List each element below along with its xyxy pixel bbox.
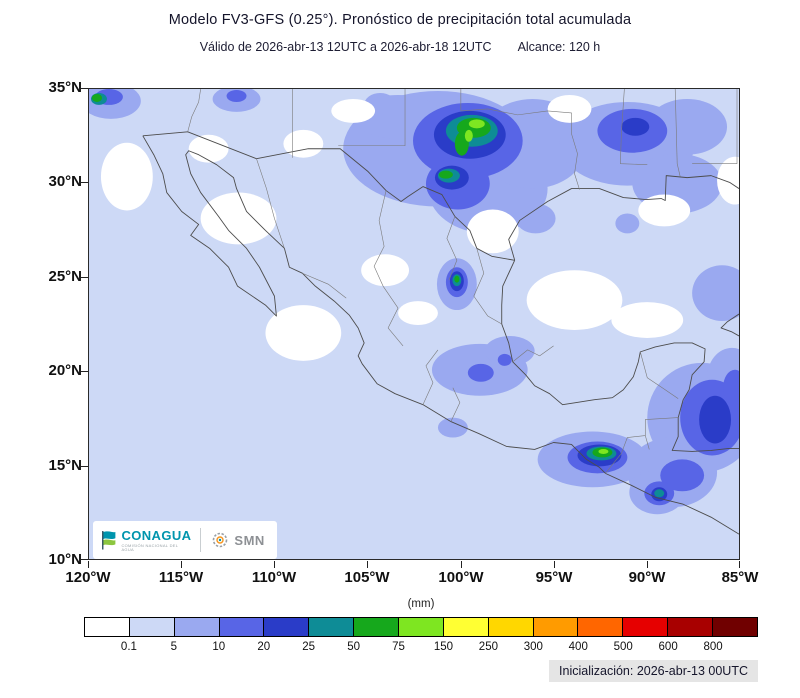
colorbar-tick-label: 300 — [523, 641, 543, 653]
colorbar-cell — [173, 618, 219, 636]
forecast-length-label: Alcance: 120 h — [517, 40, 601, 54]
colorbar-cell — [532, 618, 578, 636]
logo-box: CONAGUA COMISIÓN NACIONAL DEL AGUA SMN — [93, 521, 277, 559]
axis-tick — [81, 559, 88, 561]
axis-tick — [739, 561, 741, 568]
colorbar-tick-label: 25 — [302, 641, 316, 653]
colorbar-tick-label: 20 — [257, 641, 271, 653]
colorbar-cell — [622, 618, 668, 636]
lon-axis-label: 90°W — [628, 569, 666, 586]
lon-axis-label: 100°W — [438, 569, 484, 586]
axis-tick — [461, 561, 463, 568]
colorbar-tick-label: 500 — [613, 641, 633, 653]
colorbar-tick-label: 800 — [703, 641, 723, 653]
lon-axis-label: 95°W — [535, 569, 573, 586]
colorbar-cell — [442, 618, 488, 636]
colorbar-tick-label: 5 — [170, 641, 178, 653]
lat-axis-label: 35°N — [48, 79, 82, 96]
axis-tick — [554, 561, 556, 568]
page-title: Modelo FV3-GFS (0.25°). Pronóstico de pr… — [168, 12, 632, 28]
colorbar-cell — [263, 618, 309, 636]
smn-label: SMN — [234, 532, 265, 548]
colorbar-tick-label: 400 — [568, 641, 588, 653]
axis-tick — [88, 561, 90, 568]
colorbar-tick-label: 600 — [658, 641, 678, 653]
lon-axis-label: 115°W — [158, 569, 204, 586]
init-timestamp: Inicialización: 2026-abr-13 00UTC — [549, 660, 758, 682]
precip-layer-75-150mm — [464, 119, 609, 454]
axis-tick — [81, 466, 88, 468]
colorbar-cell — [128, 618, 174, 636]
precipitation-map-svg — [89, 89, 739, 559]
map-plot: CONAGUA COMISIÓN NACIONAL DEL AGUA SMN — [88, 88, 740, 560]
coastline — [142, 131, 739, 535]
logo-divider — [200, 528, 202, 552]
colorbar-cell — [712, 618, 757, 636]
colorbar-tick-label: 0.1 — [120, 641, 137, 653]
axis-tick — [81, 88, 88, 90]
axis-tick — [647, 561, 649, 568]
colorbar-cell — [487, 618, 533, 636]
axis-tick — [81, 182, 88, 184]
colorbar-tick-label: 75 — [392, 641, 405, 653]
lat-axis-label: 20°N — [48, 362, 82, 379]
colorbar-unit-label: (mm) — [407, 598, 435, 610]
colorbar-cell — [353, 618, 399, 636]
conagua-logo-icon — [102, 530, 116, 550]
lat-axis-label: 15°N — [48, 457, 82, 474]
colorbar-tick-label: 10 — [212, 641, 226, 653]
colorbar-cell — [577, 618, 623, 636]
colorbar — [84, 617, 758, 637]
lon-axis-label: 120°W — [65, 569, 111, 586]
axis-tick — [81, 371, 88, 373]
colorbar-tick-label: 150 — [433, 641, 454, 653]
axis-tick — [274, 561, 276, 568]
state-borders — [187, 89, 738, 474]
precip-layer-dry-white — [100, 94, 739, 361]
lat-axis-label: 25°N — [48, 268, 82, 285]
colorbar-tick-label: 250 — [478, 641, 498, 653]
colorbar-tick-labels: 0.1 5 10 20 25 50 75 150 250 300 400 500… — [84, 641, 758, 656]
lon-axis-label: 110°W — [251, 569, 297, 586]
smn-logo-icon — [213, 532, 228, 548]
lat-axis-label: 10°N — [48, 551, 82, 568]
colorbar-cell — [85, 618, 129, 636]
valid-range-label: Válido de 2026-abr-13 12UTC a 2026-abr-1… — [199, 40, 492, 54]
page-subtitle: Válido de 2026-abr-13 12UTC a 2026-abr-1… — [0, 40, 800, 54]
axis-tick — [81, 277, 88, 279]
lon-axis-label: 85°W — [721, 569, 759, 586]
conagua-label: CONAGUA — [121, 527, 192, 543]
axis-tick — [367, 561, 369, 568]
lat-axis-label: 30°N — [48, 173, 82, 190]
colorbar-cell — [218, 618, 264, 636]
conagua-logo: CONAGUA COMISIÓN NACIONAL DEL AGUA — [101, 529, 191, 552]
colorbar-tick-label: 50 — [347, 641, 360, 653]
smn-logo: SMN — [210, 530, 264, 550]
axis-tick — [181, 561, 183, 568]
colorbar-cell — [667, 618, 713, 636]
colorbar-cell — [398, 618, 443, 636]
conagua-tagline: COMISIÓN NACIONAL DEL AGUA — [121, 542, 179, 552]
lon-axis-label: 105°W — [344, 569, 390, 586]
colorbar-cell — [308, 618, 354, 636]
